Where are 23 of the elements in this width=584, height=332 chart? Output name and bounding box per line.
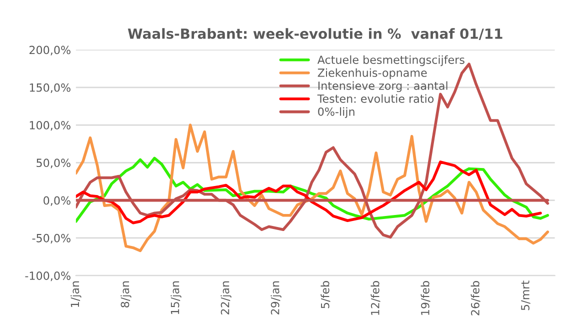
chart-title: Waals-Brabant: week-evolutie in % vanaf 01/11 (128, 28, 502, 40)
y-tick-label: 50,0% (36, 158, 70, 168)
legend-label: 0%-lijn (318, 107, 354, 118)
legend-label: Ziekenhuis-opname (318, 68, 427, 80)
y-tick-label: 0,0% (44, 196, 70, 206)
y-tick-label: 200,0% (30, 46, 70, 56)
y-tick-label: -50,0% (32, 234, 70, 244)
legend-label: Intensieve zorg : aantal (318, 81, 448, 92)
x-tick-label: 29/jan (270, 281, 282, 314)
x-tick-label: 22/jan (220, 281, 232, 314)
x-tick-label: 15/jan (170, 281, 182, 314)
legend-label: Actuele besmettingscijfers (317, 55, 464, 66)
y-tick-label: 100,0% (30, 121, 70, 131)
x-tick-label: 1/jan (70, 281, 82, 307)
x-tick-label: 5/mrt (521, 280, 530, 310)
legend-label: Testen: evolutie ratio (317, 94, 434, 103)
x-tick-label: 26/feb (470, 281, 480, 316)
x-tick-label: 5/feb (320, 281, 330, 308)
x-tick-label: 12/feb (370, 281, 380, 315)
x-tick-label: 19/feb (420, 281, 430, 315)
x-tick-label: 8/jan (120, 281, 132, 308)
y-tick-label: -100,0% (25, 272, 70, 282)
y-tick-label: 150,0% (30, 83, 70, 93)
